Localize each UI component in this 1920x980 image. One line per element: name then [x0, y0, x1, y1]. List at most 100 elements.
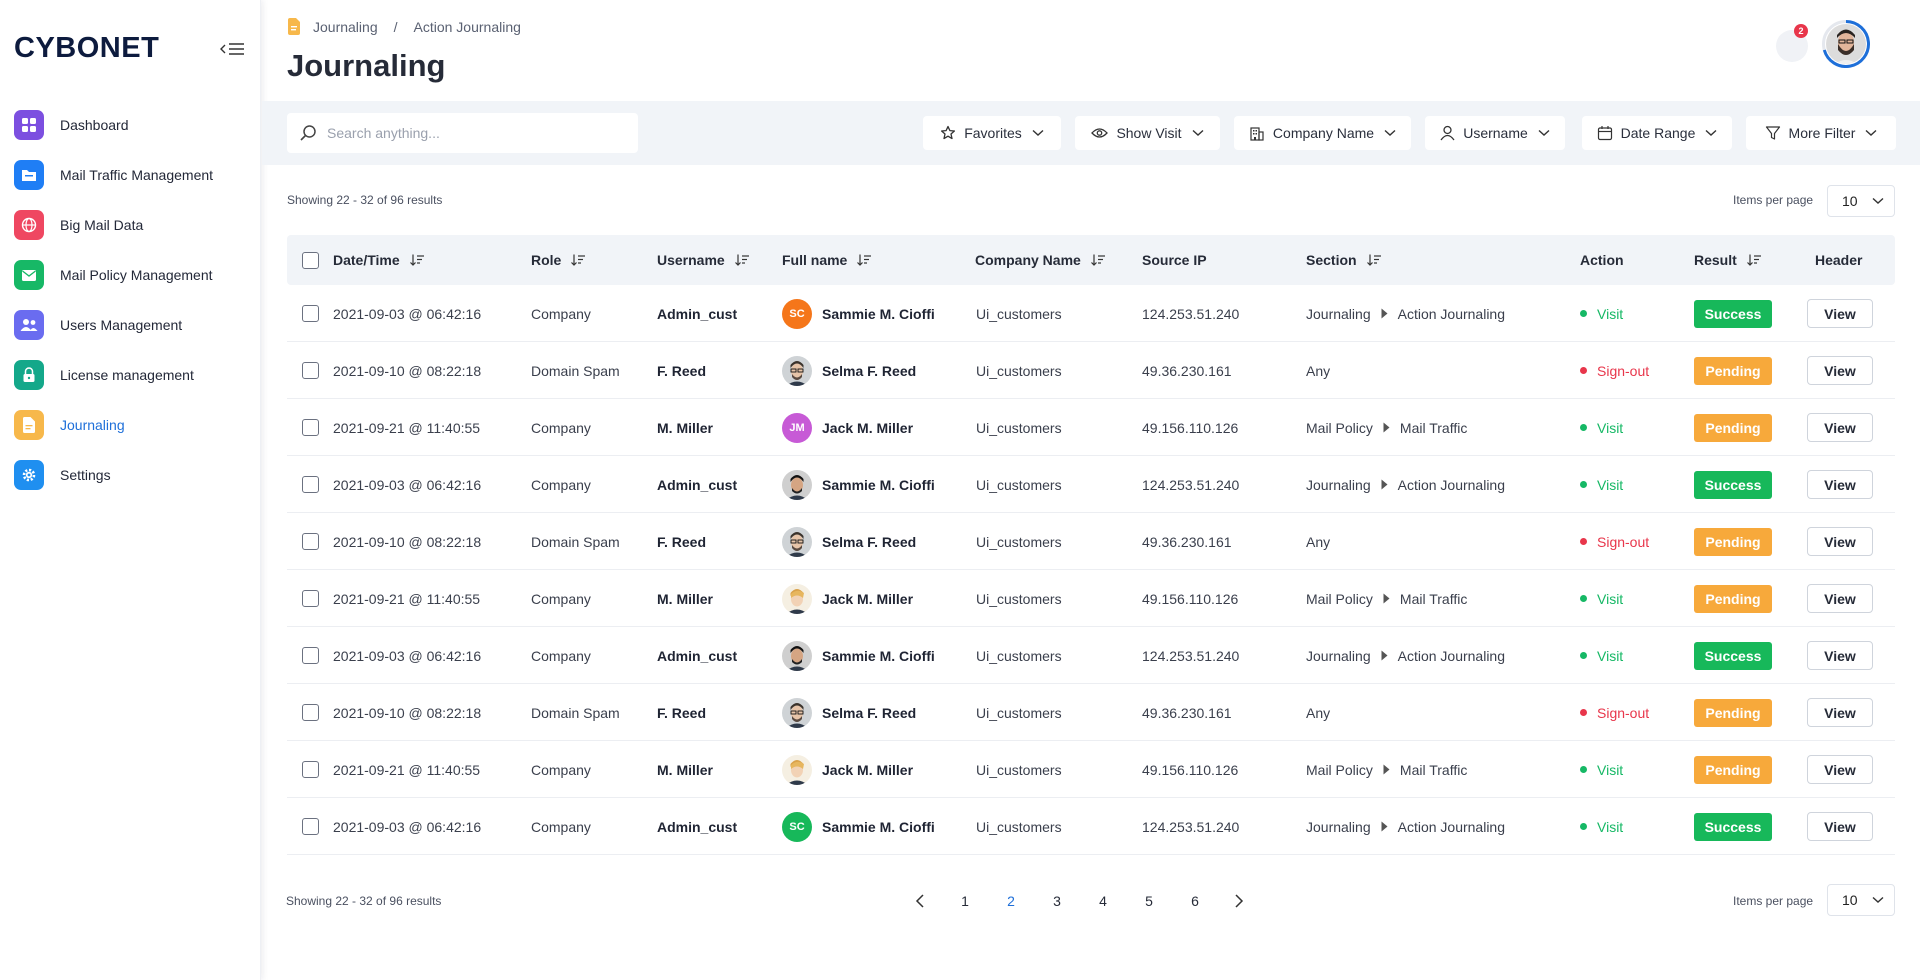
- pagination-prev-icon[interactable]: [908, 888, 932, 914]
- row-checkbox[interactable]: [302, 647, 319, 664]
- search-input[interactable]: [327, 125, 627, 141]
- cell-action: Sign-out: [1580, 342, 1649, 399]
- users-icon: [14, 310, 44, 340]
- sidebar-item-license-management[interactable]: License management: [14, 350, 254, 400]
- cell-role: Company: [531, 419, 591, 436]
- sidebar-item-settings[interactable]: Settings: [14, 450, 254, 500]
- column-datetime[interactable]: Date/Time: [333, 235, 424, 285]
- sort-icon[interactable]: [857, 254, 872, 266]
- sidebar-item-users-management[interactable]: Users Management: [14, 300, 254, 350]
- cell-source-ip: 49.156.110.126: [1142, 419, 1239, 436]
- breadcrumb-item-journaling[interactable]: Journaling: [313, 18, 378, 35]
- view-button[interactable]: View: [1807, 413, 1873, 442]
- sort-icon[interactable]: [571, 254, 586, 266]
- column-role[interactable]: Role: [531, 235, 586, 285]
- row-checkbox[interactable]: [302, 419, 319, 436]
- view-button[interactable]: View: [1807, 356, 1873, 385]
- column-section[interactable]: Section: [1306, 235, 1381, 285]
- column-company-name[interactable]: Company Name: [975, 235, 1105, 285]
- view-button[interactable]: View: [1807, 641, 1873, 670]
- row-checkbox[interactable]: [302, 305, 319, 322]
- sidebar-collapse-icon[interactable]: [219, 38, 247, 60]
- items-per-page-label: Items per page: [1733, 193, 1814, 207]
- column-source-ip: Source IP: [1142, 252, 1207, 268]
- pagination-page-2[interactable]: 2: [1007, 893, 1015, 909]
- cell-fullname: SC Sammie M. Cioffi: [782, 798, 935, 855]
- sort-icon[interactable]: [1366, 254, 1381, 266]
- column-fullname[interactable]: Full name: [782, 235, 872, 285]
- view-button[interactable]: View: [1807, 527, 1873, 556]
- sidebar-item-journaling[interactable]: Journaling: [14, 400, 254, 450]
- row-checkbox[interactable]: [302, 590, 319, 607]
- cell-result: Success: [1694, 798, 1772, 855]
- column-result[interactable]: Result: [1694, 235, 1761, 285]
- sidebar-item-big-mail-data[interactable]: Big Mail Data: [14, 200, 254, 250]
- items-per-page-select[interactable]: 10: [1827, 185, 1895, 217]
- sort-icon[interactable]: [1746, 254, 1761, 266]
- sort-icon[interactable]: [409, 254, 424, 266]
- cell-source-ip: 49.36.230.161: [1142, 533, 1232, 550]
- caret-right-icon: [1383, 422, 1390, 433]
- view-button[interactable]: View: [1807, 812, 1873, 841]
- user-avatar: [782, 355, 812, 386]
- pagination-page-6[interactable]: 6: [1191, 893, 1199, 909]
- cell-username: M. Miller: [657, 590, 714, 607]
- cell-source-ip: 124.253.51.240: [1142, 305, 1240, 322]
- pagination-page-4[interactable]: 4: [1099, 893, 1107, 909]
- caret-right-icon: [1383, 593, 1390, 604]
- eye-icon: [1091, 128, 1109, 138]
- cell-datetime: 2021-09-03 @ 06:42:16: [333, 818, 482, 835]
- logo: CYBONET: [14, 32, 160, 64]
- cell-action: Sign-out: [1580, 513, 1649, 570]
- pagination-page-5[interactable]: 5: [1145, 893, 1153, 909]
- result-badge: Pending: [1694, 755, 1772, 784]
- sidebar-item-dashboard[interactable]: Dashboard: [14, 100, 254, 150]
- row-checkbox[interactable]: [302, 761, 319, 778]
- company-name-filter-button[interactable]: Company Name: [1234, 116, 1411, 150]
- cell-header: View: [1807, 627, 1873, 684]
- cell-section: Any: [1306, 533, 1331, 550]
- row-checkbox[interactable]: [302, 533, 319, 550]
- dashboard-icon: [14, 110, 44, 140]
- row-checkbox[interactable]: [302, 818, 319, 835]
- cell-source-ip: 49.156.110.126: [1142, 590, 1239, 607]
- view-button[interactable]: View: [1807, 470, 1873, 499]
- cell-header: View: [1807, 456, 1873, 513]
- cell-section: Any: [1306, 704, 1331, 721]
- pagination-page-3[interactable]: 3: [1053, 893, 1061, 909]
- cell-result: Pending: [1694, 513, 1772, 570]
- row-checkbox[interactable]: [302, 476, 319, 493]
- view-button[interactable]: View: [1807, 299, 1873, 328]
- sort-icon[interactable]: [734, 254, 749, 266]
- cell-username: F. Reed: [657, 533, 707, 550]
- view-button[interactable]: View: [1807, 584, 1873, 613]
- view-button[interactable]: View: [1807, 698, 1873, 727]
- row-checkbox[interactable]: [302, 362, 319, 379]
- favorites-filter-button[interactable]: Favorites: [923, 116, 1061, 150]
- view-button[interactable]: View: [1807, 755, 1873, 784]
- cell-header: View: [1807, 798, 1873, 855]
- profile-avatar[interactable]: [1822, 20, 1870, 68]
- items-per-page-label-bottom: Items per page: [1733, 894, 1814, 908]
- caret-right-icon: [1381, 479, 1388, 490]
- cell-username: Admin_cust: [657, 476, 738, 493]
- more-filter-button[interactable]: More Filter: [1746, 116, 1896, 150]
- pagination-page-1[interactable]: 1: [961, 893, 969, 909]
- pagination-next-icon[interactable]: [1227, 888, 1251, 914]
- sidebar-item-mail-traffic-management[interactable]: Mail Traffic Management: [14, 150, 254, 200]
- sort-icon[interactable]: [1090, 254, 1105, 266]
- show-visit-filter-button[interactable]: Show Visit: [1075, 116, 1220, 150]
- sidebar-item-mail-policy-management[interactable]: Mail Policy Management: [14, 250, 254, 300]
- cell-source-ip: 49.36.230.161: [1142, 704, 1232, 721]
- user-avatar: [782, 697, 812, 728]
- items-per-page-select-bottom[interactable]: 10: [1827, 884, 1895, 916]
- cell-role: Company: [531, 305, 591, 322]
- row-checkbox[interactable]: [302, 704, 319, 721]
- date-range-filter-button[interactable]: Date Range: [1582, 116, 1732, 150]
- status-dot: [1580, 766, 1587, 773]
- table-row: 2021-09-10 @ 08:22:18 Domain Spam F. Reed S…: [287, 684, 1895, 741]
- column-username[interactable]: Username: [657, 235, 749, 285]
- user-avatar: [782, 526, 812, 557]
- select-all-checkbox[interactable]: [302, 251, 319, 269]
- username-filter-button[interactable]: Username: [1425, 116, 1565, 150]
